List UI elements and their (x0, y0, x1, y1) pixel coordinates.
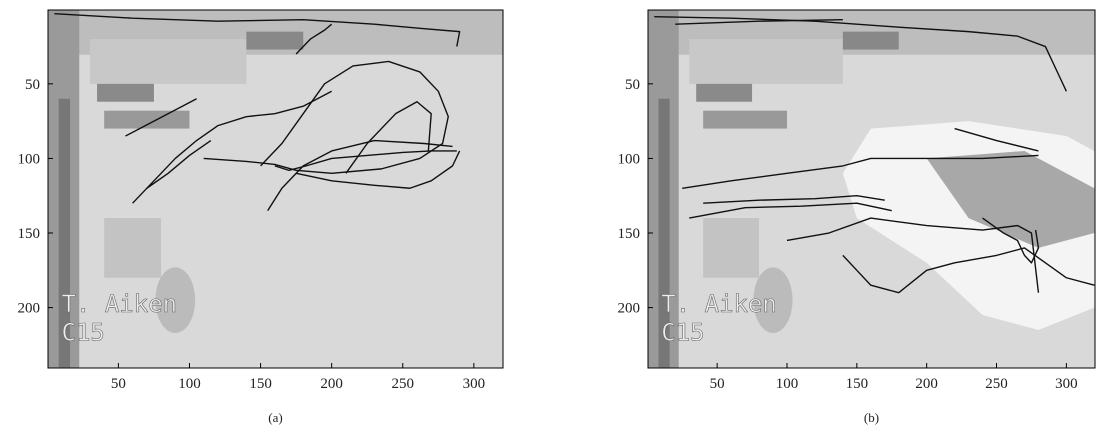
x-tick-label: 50 (111, 376, 126, 392)
panel-caption: (a) (268, 410, 282, 425)
x-tick-label: 150 (249, 376, 272, 392)
x-tick-label: 200 (915, 376, 938, 392)
x-tick-label: 200 (320, 376, 343, 392)
overlay-text: C15 (661, 318, 704, 346)
y-tick-label: 50 (25, 77, 40, 93)
y-tick-label: 200 (618, 301, 641, 317)
x-tick-label: 150 (846, 376, 869, 392)
x-tick-label: 100 (178, 376, 201, 392)
x-tick-label: 50 (710, 376, 725, 392)
y-tick-label: 50 (625, 77, 640, 93)
y-tick-label: 150 (618, 226, 641, 242)
x-tick-label: 250 (985, 376, 1008, 392)
y-tick-label: 100 (18, 151, 41, 167)
y-tick-label: 200 (18, 301, 41, 317)
y-tick-label: 100 (618, 151, 641, 167)
overlay-text: C15 (62, 318, 105, 346)
overlay-text: T. Aiken (661, 290, 777, 318)
x-tick-label: 300 (463, 376, 486, 392)
figure: T. AikenC155010015020025030050100150200(… (0, 0, 1097, 432)
overlay-text: T. Aiken (62, 290, 178, 318)
x-tick-label: 100 (776, 376, 799, 392)
x-tick-label: 300 (1055, 376, 1078, 392)
x-tick-label: 250 (392, 376, 415, 392)
y-tick-label: 150 (18, 226, 41, 242)
panel-caption: (b) (864, 410, 879, 425)
